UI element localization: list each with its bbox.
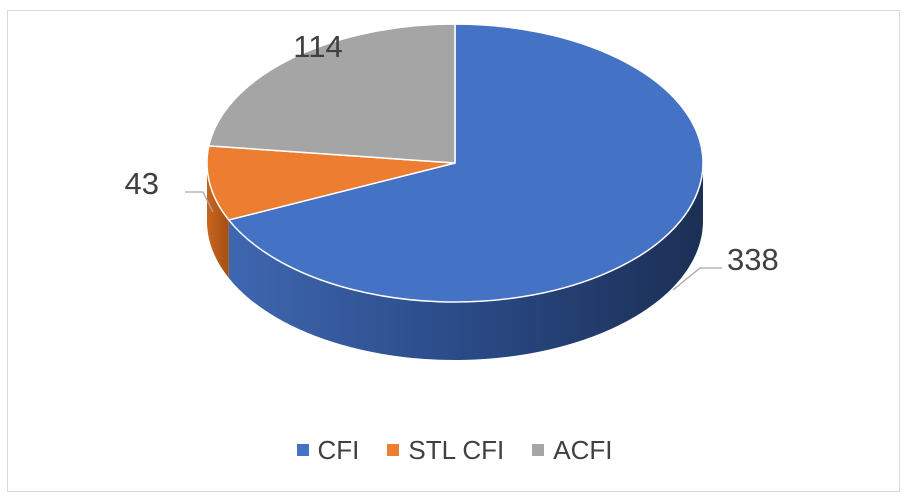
legend-label-cfi: CFI — [317, 434, 360, 465]
legend-item-acfi: ACFI — [532, 435, 612, 466]
data-label-acfi: 114 — [293, 29, 342, 64]
pie-side-cfi — [228, 163, 703, 361]
legend-swatch-acfi — [532, 444, 545, 456]
legend-label-stl-cfi: STL CFI — [408, 434, 505, 465]
pie-slice-acfi — [208, 23, 456, 164]
legend-label-acfi: ACFI — [553, 434, 613, 465]
pie-slice-cfi — [228, 23, 704, 303]
pie-slice-stl-cfi — [206, 145, 456, 221]
pie-side-stl-cfi — [207, 163, 229, 278]
leader-line-cfi — [672, 267, 722, 291]
data-label-stl-cfi: 43 — [125, 166, 159, 201]
legend-swatch-cfi — [296, 444, 309, 456]
data-label-cfi: 338 — [727, 242, 779, 277]
pie-chart: 338 43 114 — [125, 23, 779, 361]
legend-item-cfi: CFI — [296, 434, 360, 466]
legend-item-stl-cfi: STL CFI — [387, 435, 504, 466]
legend: CFI STL CFI ACFI — [0, 432, 909, 468]
pie-sides — [207, 163, 703, 361]
pie-labels: 338 43 114 — [125, 29, 779, 291]
pie-tops — [206, 23, 704, 303]
leader-line-stl-cfi — [185, 191, 214, 213]
legend-swatch-stl-cfi — [387, 444, 400, 456]
